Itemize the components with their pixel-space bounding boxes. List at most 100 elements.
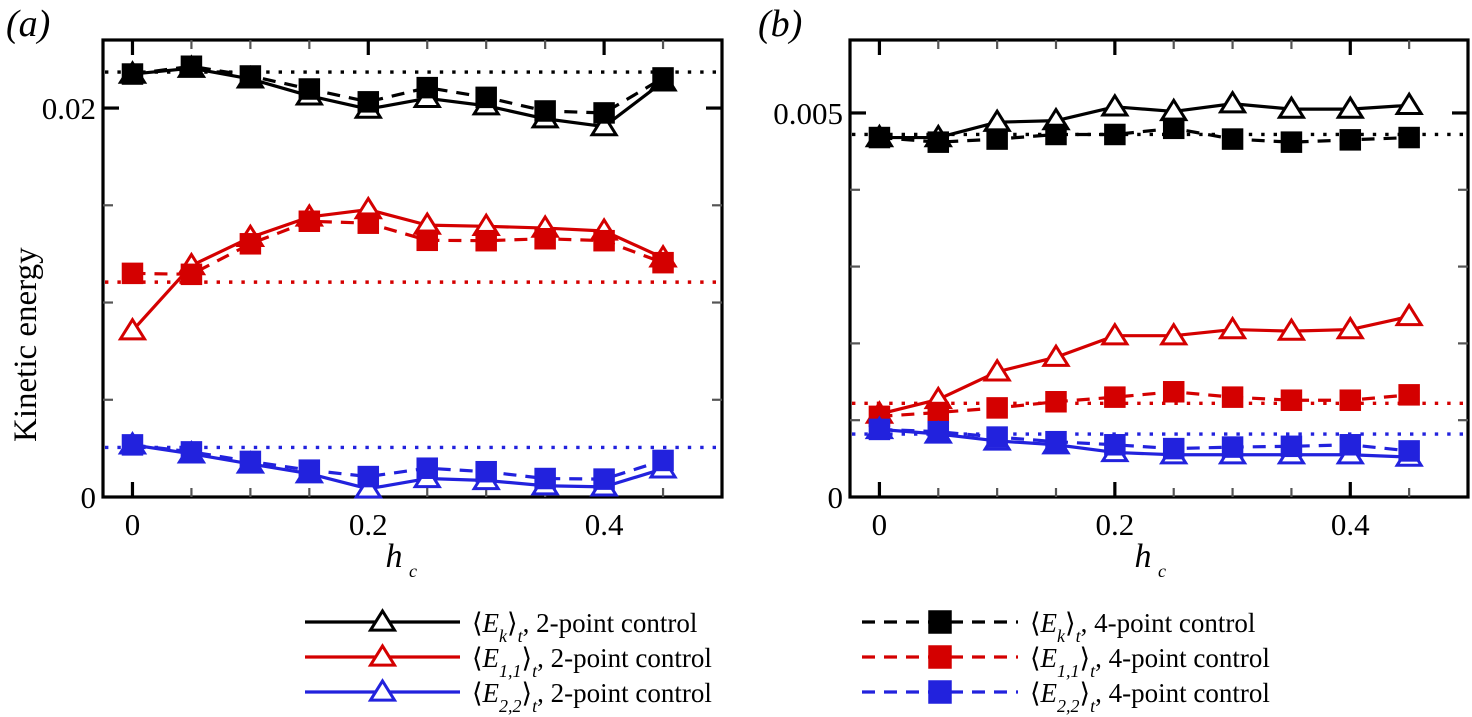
legend-desc-e11-2pt: , 2-point control [537, 643, 712, 673]
legend-label-e11-4pt: ⟨E1,1⟩t, 4-point control [1030, 643, 1270, 681]
panel-a-marker-square-1-6 [475, 86, 497, 109]
panel-b-marker-square-5-2 [986, 426, 1008, 448]
legend-sym-E-ek-2pt: E [482, 608, 500, 638]
legend-desc-ek-2pt: , 2-point control [523, 608, 698, 638]
panel-a-marker-square-5-3 [298, 459, 321, 481]
panel-a-xtick-label: 0.4 [585, 507, 624, 542]
legend-sample-marker-square-e11-4pt [928, 645, 952, 669]
panel-a-marker-square-5-5 [416, 457, 438, 479]
legend-sym-sub-e11-4pt: 1,1 [1057, 661, 1080, 681]
panel-b-series-line-4 [879, 427, 1410, 459]
panel-b-marker-square-5-7 [1280, 435, 1303, 458]
panel-a-marker-square-1-5 [416, 76, 438, 99]
legend-label-e22-2pt: ⟨E2,2⟩t, 2-point control [472, 678, 712, 716]
panel-a-marker-square-3-3 [298, 210, 321, 232]
panel-b-xtick-label: 0.4 [1331, 507, 1370, 542]
panel-a-x-axis-title: h c [386, 538, 418, 581]
panel-b-marker-triangle-2-2 [982, 357, 1012, 382]
legend-sym-sub2-e11-2pt: t [532, 661, 538, 681]
panel-a-marker-square-5-4 [357, 465, 380, 488]
panel-b-marker-square-5-4 [1104, 434, 1126, 456]
legend-sample-marker-triangle-e11-2pt [367, 643, 398, 667]
legend-sym-E-ek-4pt: E [1040, 608, 1058, 638]
panel-b-marker-square-5-9 [1398, 440, 1420, 462]
panel-a-marker-triangle-4-4 [353, 474, 383, 499]
panel-b-marker-square-3-1 [927, 401, 950, 424]
legend-sym-sub-ek-2pt: k [499, 626, 508, 646]
panel-b-marker-square-1-1 [927, 131, 950, 153]
panel-a-series-line-5 [132, 443, 664, 481]
panel-b-marker-square-3-5 [1162, 381, 1185, 403]
panel-b-marker-square-5-5 [1162, 437, 1185, 460]
x-axis-title-a-subscript: c [409, 561, 417, 581]
legend-sym-E-e11-4pt: E [1040, 643, 1058, 673]
legend-item-e11-4pt[interactable]: ⟨E1,1⟩t, 4-point control [862, 643, 1270, 681]
panel-b-marker-triangle-0-9 [1394, 91, 1424, 115]
legend-desc-e22-4pt: , 4-point control [1095, 678, 1270, 708]
legend-sym-sub-e11-2pt: 1,1 [499, 661, 522, 681]
panel-b-marker-square-1-2 [986, 128, 1008, 150]
legend-label-ek-4pt: ⟨Ek⟩t, 4-point control [1030, 608, 1255, 646]
panel-b-marker-square-1-9 [1398, 126, 1420, 149]
panel-b-marker-square-5-3 [1045, 430, 1067, 453]
panel-b-series-line-5 [879, 427, 1410, 453]
panel-b-marker-square-1-0 [868, 126, 891, 149]
panel-a-marker-square-5-6 [475, 460, 497, 483]
panel-b-marker-square-1-6 [1221, 128, 1244, 150]
legend-sym-sub-ek-4pt: k [1057, 626, 1066, 646]
panel-a-xtick-label: 0.2 [349, 507, 388, 542]
panel-b-marker-triangle-0-6 [1217, 89, 1248, 114]
legend-bracket-open-e11-4pt: ⟨ [1030, 643, 1041, 673]
x-axis-title-b-subscript: c [1158, 561, 1166, 581]
legend-bracket-close-ek-4pt: ⟩ [1065, 608, 1076, 638]
panel-a-marker-square-1-9 [652, 67, 674, 89]
panel-b-marker-square-1-7 [1280, 131, 1303, 153]
panel-b-marker-triangle-2-8 [1335, 315, 1365, 340]
panel-a-marker-square-3-5 [416, 229, 438, 252]
legend-sym-E-e11-2pt: E [482, 643, 500, 673]
panel-a-series-line-2 [131, 207, 664, 332]
panel-a-series-line-1 [132, 64, 664, 115]
panel-b-marker-square-3-9 [1398, 384, 1420, 406]
panel-b-label: (b) [758, 3, 802, 45]
panel-b-marker-square-3-4 [1104, 386, 1126, 408]
panel-a-marker-square-3-2 [239, 233, 262, 255]
panel-a-series-line-0 [132, 66, 665, 129]
panel-a-marker-square-5-8 [593, 468, 615, 490]
legend-bracket-open-ek-2pt: ⟨ [472, 608, 483, 638]
panel-b-plot: 0 0.005 0 0.2 0.4 [773, 38, 1470, 542]
legend-bracket-close-e22-4pt: ⟩ [1080, 678, 1091, 708]
legend-item-e22-2pt[interactable]: ⟨E2,2⟩t, 2-point control [305, 678, 712, 716]
panel-a-marker-square-5-7 [534, 467, 556, 490]
panel-a-marker-square-3-4 [357, 212, 380, 234]
legend-desc-e11-4pt: , 4-point control [1095, 643, 1270, 673]
legend-sample-marker-square-ek-4pt [928, 610, 952, 634]
panel-b-marker-triangle-2-3 [1041, 343, 1071, 367]
legend-item-ek-2pt[interactable]: ⟨Ek⟩t, 2-point control [305, 608, 697, 646]
panel-a-marker-square-3-0 [121, 262, 144, 285]
panel-b-marker-square-5-8 [1339, 434, 1362, 456]
legend-bracket-close-e11-4pt: ⟩ [1080, 643, 1091, 673]
legend-item-e11-2pt[interactable]: ⟨E1,1⟩t, 2-point control [305, 643, 712, 681]
legend-sample-marker-triangle-e22-2pt [367, 678, 398, 702]
panel-b-series-line-0 [879, 102, 1410, 140]
panel-b-marker-triangle-2-9 [1394, 302, 1424, 327]
legend-sample-marker-triangle-ek-2pt [367, 608, 398, 632]
panel-a-marker-square-5-9 [652, 449, 674, 472]
panel-a-marker-square-1-7 [534, 100, 556, 122]
legend-sym-sub-e22-2pt: 2,2 [499, 696, 522, 716]
panel-b-marker-square-3-2 [986, 397, 1008, 419]
panel-b-marker-triangle-2-4 [1100, 321, 1130, 346]
legend-item-ek-4pt[interactable]: ⟨Ek⟩t, 4-point control [862, 608, 1255, 646]
legend-item-e22-4pt[interactable]: ⟨E2,2⟩t, 4-point control [862, 678, 1270, 716]
legend-label-ek-2pt: ⟨Ek⟩t, 2-point control [472, 608, 697, 646]
panel-b-marker-triangle-2-7 [1276, 317, 1307, 341]
panel-a-marker-triangle-0-8 [589, 112, 619, 137]
panel-b-marker-triangle-0-4 [1100, 92, 1130, 117]
panel-a-frame [101, 38, 724, 499]
panel-b-series-line-1 [879, 126, 1410, 144]
legend-bracket-open-e11-2pt: ⟨ [472, 643, 483, 673]
legend-sym-sub-e22-4pt: 2,2 [1057, 696, 1080, 716]
